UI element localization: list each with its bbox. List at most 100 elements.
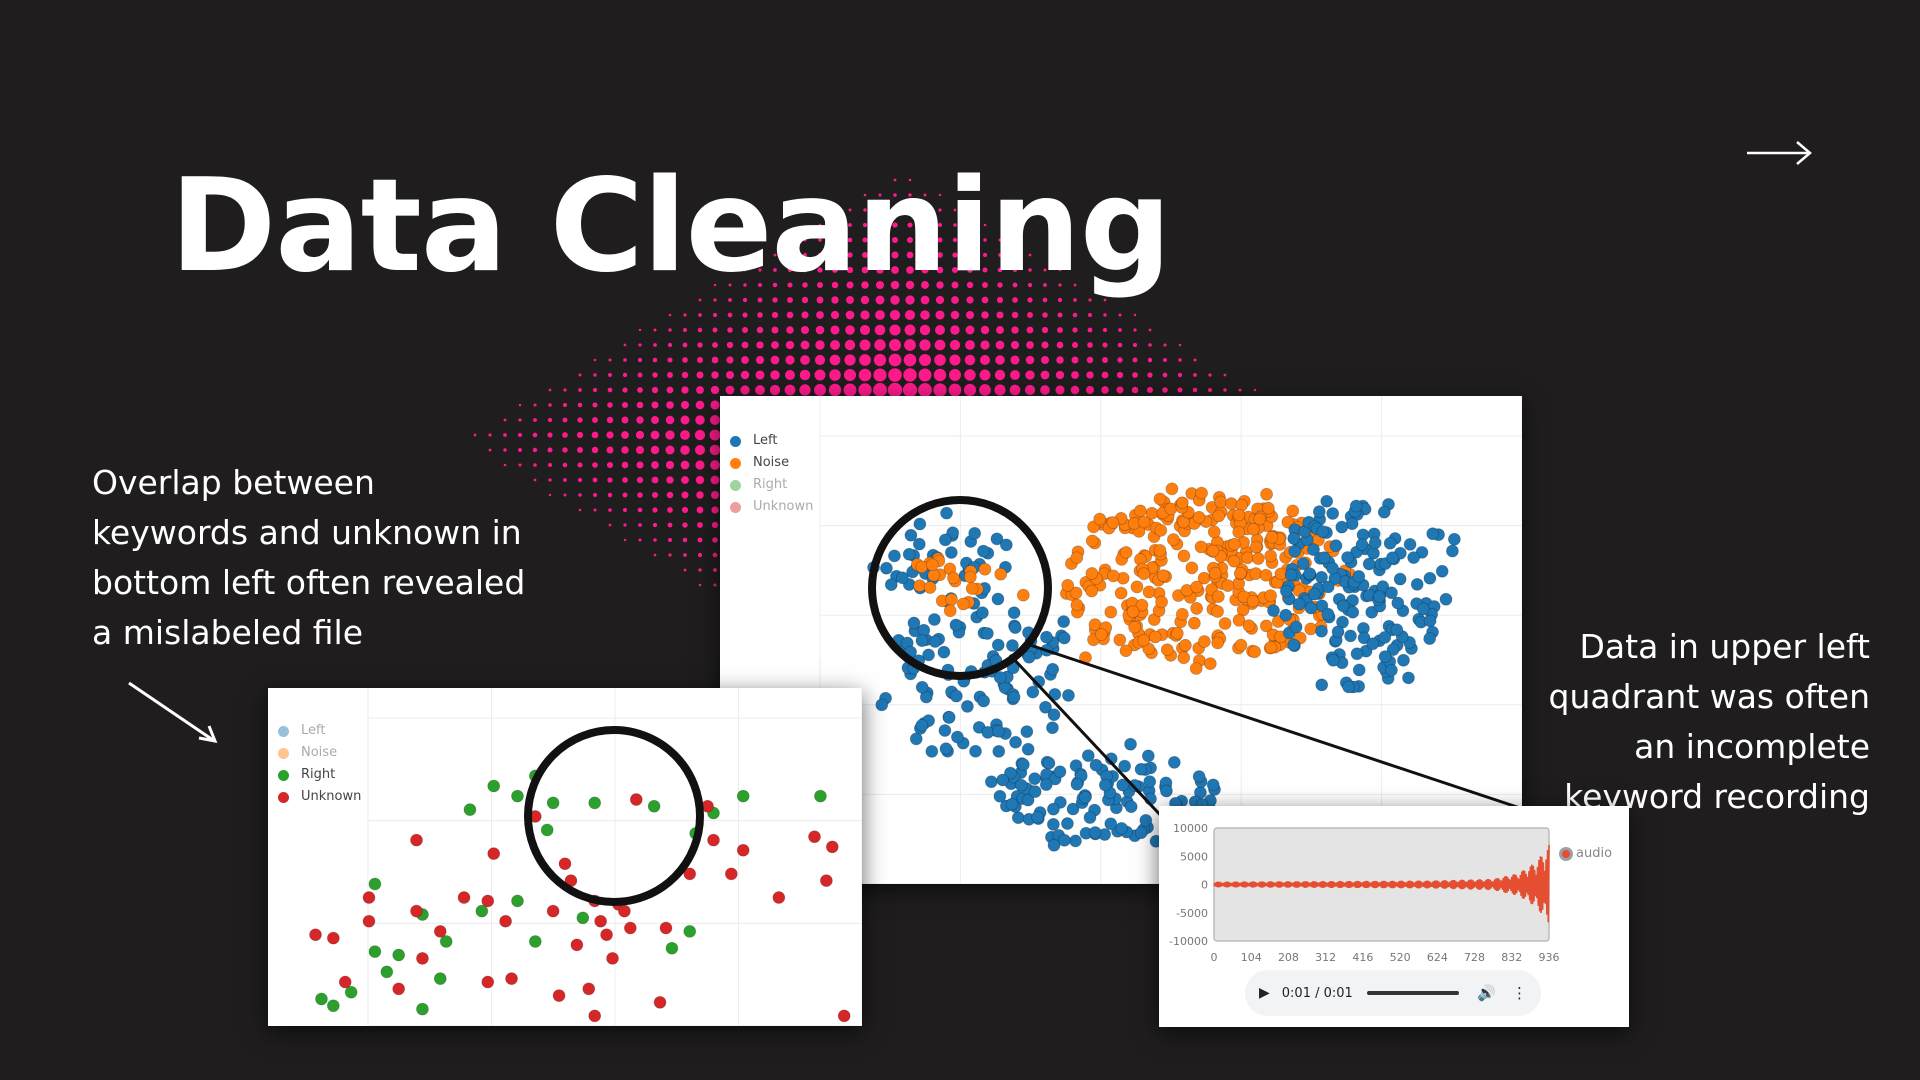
- scatter-point-noise: [1208, 566, 1222, 580]
- scatter-point-noise: [1016, 588, 1030, 602]
- halftone-dot: [773, 268, 777, 272]
- scatter-point-noise: [1135, 598, 1149, 612]
- halftone-dot: [1162, 387, 1168, 393]
- halftone-dot: [743, 283, 747, 287]
- scatter-point-left: [1446, 544, 1459, 558]
- halftone-dot: [846, 266, 854, 274]
- halftone-dot: [996, 296, 1004, 304]
- scatter-point-left: [991, 638, 1005, 652]
- halftone-dot: [888, 368, 902, 382]
- scatter-point-left: [1267, 604, 1280, 618]
- halftone-dot: [518, 418, 522, 422]
- scatter-point-noise: [1085, 584, 1099, 598]
- halftone-dot: [727, 312, 733, 318]
- scatter-point-left: [949, 618, 963, 632]
- halftone-dot: [637, 492, 643, 498]
- halftone-dot: [937, 252, 943, 258]
- legend-item-noise[interactable]: Noise: [278, 742, 361, 764]
- halftone-dot: [1026, 326, 1034, 334]
- halftone-dot: [861, 281, 869, 289]
- halftone-dot: [1088, 313, 1092, 317]
- halftone-dot: [1223, 373, 1227, 377]
- halftone-dot: [1071, 341, 1079, 349]
- halftone-dot: [784, 369, 796, 381]
- halftone-dot: [623, 523, 627, 527]
- halftone-dot: [711, 356, 719, 364]
- annotation-right: Data in upper left quadrant was often an…: [1548, 627, 1870, 816]
- scatter-point-left: [1032, 675, 1046, 688]
- halftone-dot: [709, 444, 721, 456]
- scatter-point-left: [904, 645, 917, 659]
- scatter-point-left: [1304, 601, 1318, 615]
- legend-item-right[interactable]: Right: [278, 764, 361, 786]
- audio-player[interactable]: ▶ 0:01 / 0:01 🔊 ⋮: [1245, 970, 1541, 1016]
- halftone-dot: [862, 252, 868, 258]
- scatter-point-left: [1435, 564, 1449, 578]
- halftone-dot: [711, 371, 719, 379]
- scatter-point-noise: [1164, 502, 1178, 516]
- halftone-dot: [1055, 385, 1065, 395]
- scatter-point-unknown: [558, 857, 572, 871]
- halftone-dot: [593, 373, 597, 377]
- halftone-dot: [907, 207, 913, 213]
- scatter-point-left: [1397, 653, 1410, 667]
- legend-item-unknown[interactable]: Unknown: [730, 496, 813, 518]
- halftone-dot: [607, 402, 613, 408]
- scatter-point-noise: [956, 597, 970, 611]
- halftone-dot: [757, 297, 763, 303]
- legend-item-right[interactable]: Right: [730, 474, 813, 496]
- halftone-dot: [577, 417, 583, 423]
- scatter-point-left: [1287, 532, 1301, 545]
- right-arrow-icon[interactable]: [1745, 138, 1815, 168]
- scatter-point-unknown: [338, 975, 352, 989]
- halftone-dot: [874, 339, 886, 351]
- halftone-dot: [1087, 327, 1093, 333]
- scatter-point-right: [665, 941, 679, 955]
- halftone-dot: [622, 477, 628, 483]
- scatter-point-noise: [1160, 643, 1174, 657]
- progress-track[interactable]: [1366, 991, 1460, 995]
- halftone-dot: [578, 493, 582, 497]
- halftone-dot: [1042, 312, 1048, 318]
- scatter-point-right: [433, 972, 447, 986]
- halftone-dot: [1040, 355, 1050, 365]
- halftone-dot: [488, 448, 492, 452]
- halftone-dot: [503, 463, 507, 467]
- scatter-point-left: [1377, 505, 1391, 519]
- halftone-dot: [1011, 326, 1019, 334]
- scatter-point-noise: [1190, 602, 1204, 615]
- scatter-point-left: [884, 578, 898, 592]
- scatter-point-left: [1011, 811, 1025, 825]
- scatter-point-right: [487, 779, 501, 793]
- halftone-dot: [1102, 357, 1108, 363]
- halftone-dot: [712, 342, 718, 348]
- halftone-dot: [621, 401, 629, 409]
- scatter-point-left: [888, 549, 901, 563]
- legend-item-left[interactable]: Left: [730, 430, 813, 452]
- halftone-dot: [681, 386, 689, 394]
- halftone-dot: [608, 523, 612, 527]
- scatter-point-noise: [1061, 579, 1075, 592]
- halftone-dot: [1058, 268, 1062, 272]
- scatter-point-left: [942, 711, 956, 724]
- halftone-dot: [1132, 357, 1138, 363]
- scatter-point-left: [1046, 721, 1059, 735]
- halftone-dot: [547, 462, 553, 468]
- volume-icon[interactable]: 🔊: [1477, 984, 1496, 1002]
- legend-item-unknown[interactable]: Unknown: [278, 786, 361, 808]
- halftone-dot: [816, 296, 824, 304]
- halftone-dot: [817, 252, 823, 258]
- chart-legend: Left Noise Right Unknown: [730, 430, 813, 518]
- halftone-dot: [710, 415, 720, 425]
- legend-item-left[interactable]: Left: [278, 720, 361, 742]
- halftone-dot: [933, 383, 947, 397]
- halftone-dot: [651, 461, 659, 469]
- halftone-dot: [998, 238, 1002, 242]
- scatter-point-noise: [1177, 515, 1190, 529]
- scatter-point-unknown: [707, 833, 720, 847]
- scatter-point-left: [1020, 725, 1034, 739]
- scatter-point-left: [1124, 800, 1138, 814]
- play-icon[interactable]: ▶: [1259, 985, 1270, 1001]
- more-options-icon[interactable]: ⋮: [1512, 984, 1527, 1002]
- legend-item-noise[interactable]: Noise: [730, 452, 813, 474]
